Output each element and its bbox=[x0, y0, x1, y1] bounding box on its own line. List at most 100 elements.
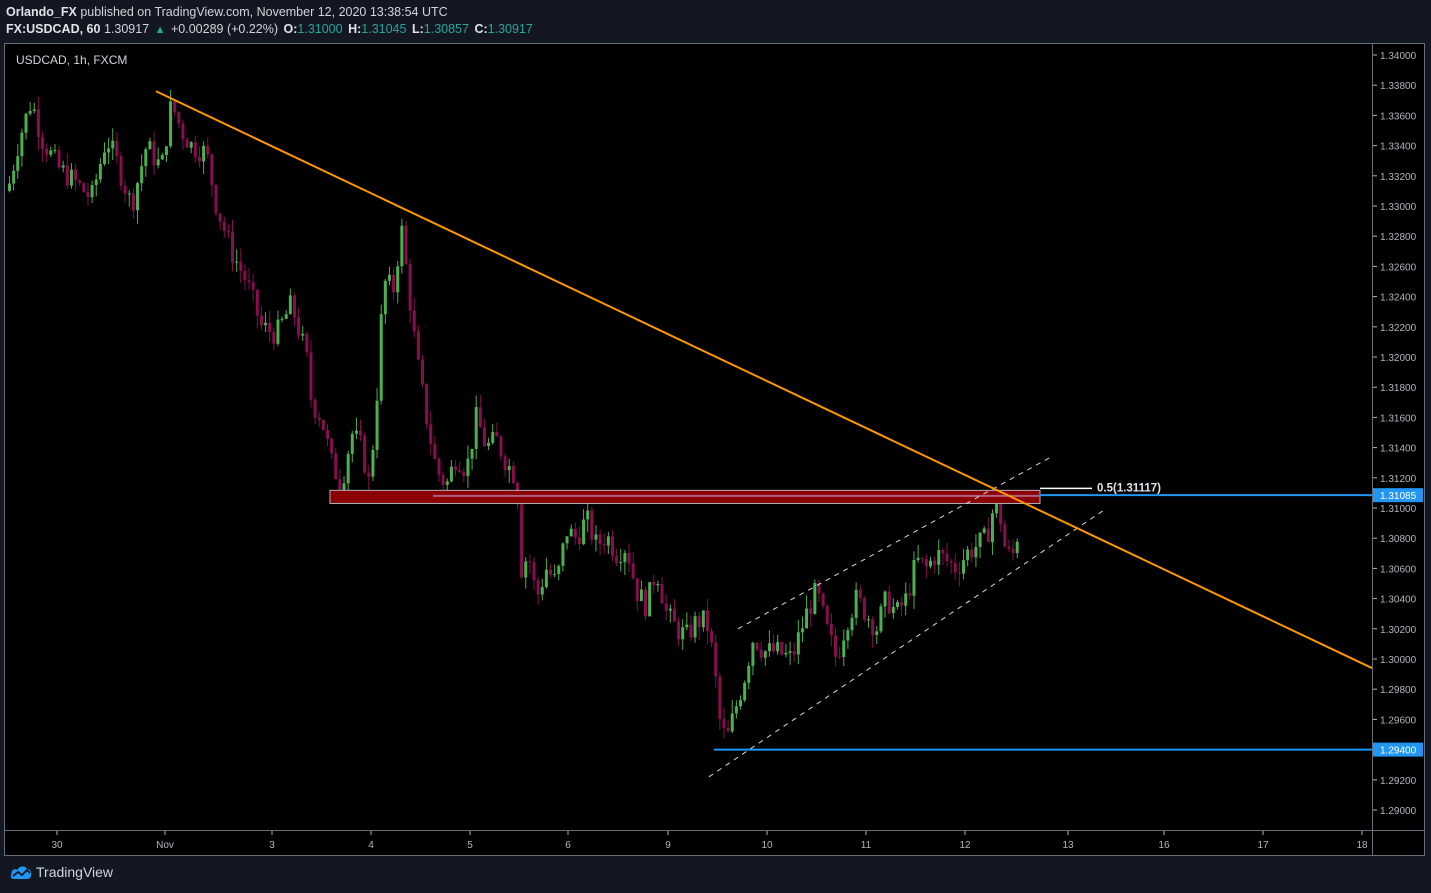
candle-down bbox=[677, 621, 681, 640]
candle-down bbox=[441, 474, 445, 485]
candle-down bbox=[321, 420, 325, 431]
candle-up bbox=[875, 631, 879, 636]
candle-up bbox=[594, 534, 598, 540]
candle-down bbox=[920, 557, 924, 560]
candle-up bbox=[69, 169, 73, 186]
candle-up bbox=[148, 141, 152, 150]
close-label: C: bbox=[474, 22, 488, 36]
candle-down bbox=[408, 264, 412, 311]
candle-down bbox=[1007, 546, 1011, 549]
time-tick-label: 11 bbox=[861, 840, 872, 851]
candle-down bbox=[478, 407, 482, 428]
candle-down bbox=[462, 471, 466, 477]
close-value: 1.30917 bbox=[487, 22, 533, 36]
candle-up bbox=[681, 627, 685, 640]
candle-up bbox=[524, 561, 528, 578]
candle-down bbox=[908, 593, 912, 596]
channel-lower-line[interactable] bbox=[708, 508, 1107, 778]
candle-up bbox=[784, 652, 788, 655]
candle-down bbox=[177, 112, 181, 124]
price-tick-label: 1.31400 bbox=[1380, 444, 1417, 455]
candle-up bbox=[280, 318, 284, 320]
time-tick-label: 17 bbox=[1257, 840, 1269, 851]
candle-down bbox=[520, 504, 524, 578]
candle-up bbox=[466, 458, 470, 477]
time-axis[interactable]: 30 Nov 3 4 5 6 9 10 11 12 13 16 17 18 bbox=[4, 830, 1425, 852]
candle-down bbox=[718, 676, 722, 720]
price-axis[interactable]: 1.34000 1.33800 1.33600 1.33400 1.33200 1.330… bbox=[1372, 43, 1424, 856]
candle-up bbox=[747, 665, 751, 683]
candle-up bbox=[648, 582, 652, 617]
price-tick-label: 1.30800 bbox=[1380, 534, 1417, 545]
candle-down bbox=[272, 332, 276, 344]
candle-down bbox=[957, 572, 961, 574]
candle-up bbox=[189, 142, 193, 148]
candle-down bbox=[86, 192, 90, 198]
candle-up bbox=[776, 642, 780, 652]
candle-up bbox=[701, 610, 705, 628]
drawing-overlays[interactable]: 0.5(1.31117) bbox=[155, 90, 1373, 778]
candle-down bbox=[610, 536, 614, 556]
candle-down bbox=[197, 156, 201, 162]
candle-up bbox=[387, 274, 391, 281]
candle-up bbox=[854, 589, 858, 618]
candle-down bbox=[821, 593, 825, 606]
candle-up bbox=[668, 608, 672, 611]
price-tick-label: 1.31800 bbox=[1380, 383, 1417, 394]
candle-up bbox=[619, 562, 623, 564]
candle-down bbox=[598, 534, 602, 545]
time-tick-label: 5 bbox=[467, 840, 473, 851]
candle-up bbox=[842, 640, 846, 657]
open-value: 1.31000 bbox=[297, 22, 343, 36]
candle-down bbox=[635, 578, 639, 602]
price-tick-label: 1.32600 bbox=[1380, 262, 1417, 273]
candle-up bbox=[685, 624, 689, 628]
tradingview-branding[interactable]: TradingView bbox=[10, 864, 113, 880]
candle-down bbox=[705, 610, 709, 631]
candle-up bbox=[354, 430, 358, 434]
candle-down bbox=[57, 150, 61, 168]
time-tick-label: 4 bbox=[368, 840, 374, 851]
candle-up bbox=[94, 179, 98, 186]
candle-up bbox=[569, 528, 573, 537]
candle-down bbox=[317, 417, 321, 421]
candle-up bbox=[102, 152, 106, 164]
candle-up bbox=[61, 165, 65, 168]
candle-down bbox=[495, 432, 499, 437]
candle-down bbox=[74, 169, 78, 181]
candle-up bbox=[264, 322, 268, 326]
candle-down bbox=[119, 155, 123, 186]
price-tick-label: 1.33400 bbox=[1380, 142, 1417, 153]
time-tick-label: 9 bbox=[665, 840, 671, 851]
candle-down bbox=[330, 438, 334, 454]
candle-down bbox=[152, 141, 156, 166]
candle-down bbox=[829, 623, 833, 636]
candle-up bbox=[28, 110, 32, 114]
author-name[interactable]: Orlando_FX bbox=[6, 5, 77, 19]
candle-up bbox=[582, 519, 586, 545]
price-tick-label: 1.30000 bbox=[1380, 655, 1417, 666]
candle-up bbox=[144, 149, 148, 167]
candle-down bbox=[697, 616, 701, 628]
last-price: 1.30917 bbox=[103, 22, 150, 36]
candle-up bbox=[400, 225, 404, 267]
fib-level-label: 0.5(1.31117) bbox=[1097, 482, 1161, 494]
time-tick-label: 16 bbox=[1158, 840, 1170, 851]
candle-down bbox=[532, 562, 536, 581]
candle-up bbox=[966, 549, 970, 561]
candle-up bbox=[800, 628, 804, 633]
price-tick-label: 1.30400 bbox=[1380, 595, 1417, 606]
candle-down bbox=[945, 553, 949, 562]
candle-down bbox=[900, 602, 904, 606]
candle-up bbox=[895, 602, 899, 607]
chart-frame[interactable] bbox=[4, 43, 1425, 856]
candle-down bbox=[809, 608, 813, 614]
candle-up bbox=[156, 159, 160, 166]
descending-trendline[interactable] bbox=[155, 90, 1373, 669]
candle-down bbox=[404, 225, 408, 265]
candle-up bbox=[623, 553, 627, 563]
candle-up bbox=[743, 682, 747, 701]
candle-down bbox=[36, 109, 40, 138]
tradingview-brand-text: TradingView bbox=[36, 864, 114, 880]
